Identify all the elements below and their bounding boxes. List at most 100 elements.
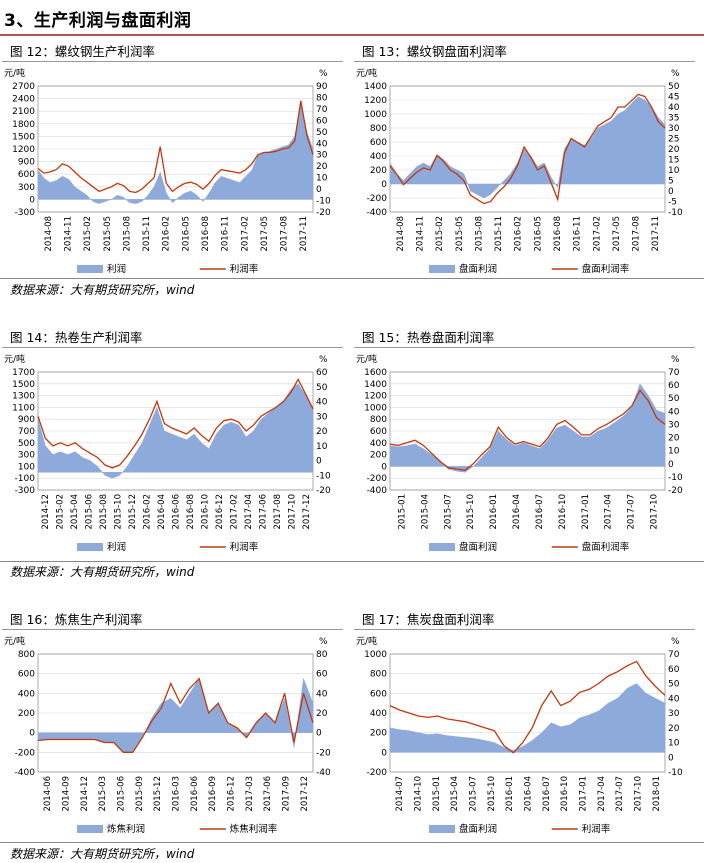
left-tick-label: 2400 <box>12 95 35 105</box>
chart-panel-fig16: 图 16：炼焦生产利润率 元/吨% 800 600 400 200 0 -200 -400 80… <box>2 610 343 842</box>
legend-label: 盘面利润率 <box>582 541 630 553</box>
right-tick-label: 10 <box>668 447 680 457</box>
x-tick-label: 2015-04 <box>450 776 460 812</box>
chart-panel-fig15: 图 15：热卷盘面利润率 元/吨% 1600 1400 1200 1000 800 600 4… <box>354 328 695 562</box>
series-line-盘面利润率 <box>389 93 666 205</box>
chart-panel-fig14: 图 14：热卷生产利润率 元/吨% 1700 1500 1300 1100 900 700 5… <box>2 328 343 562</box>
chart-svg-fig17: 元/吨 % 1000 800 600 400 200 0 -200 70 60 50 40 30 20 10 0… <box>356 635 683 835</box>
x-tick-label: 2015-11 <box>494 216 504 252</box>
chart-title: 图 15：热卷盘面利润率 <box>354 328 695 348</box>
x-tick-label: 2014-11 <box>63 216 73 252</box>
left-tick-label: 800 <box>18 650 35 660</box>
right-tick-label: 5 <box>668 177 674 187</box>
x-tick-label: 2017-02 <box>240 216 250 252</box>
x-tick-label: 2017-06 <box>263 776 273 812</box>
legend-label: 炼焦利润率 <box>230 823 278 835</box>
chart-svg-fig16: 元/吨 %8006004002000-200-400806040200-20-40… <box>4 635 331 835</box>
right-tick-label: -40 <box>316 768 331 778</box>
right-tick-label: 20 <box>668 145 680 155</box>
left-tick-label: -400 <box>367 208 388 218</box>
x-tick-label: 2015-02 <box>56 494 66 530</box>
right-tick-label: 30 <box>316 151 328 161</box>
right-unit-label: % <box>671 355 680 365</box>
left-tick-label: 0 <box>29 729 35 739</box>
x-tick-label: 2015-04 <box>420 494 430 530</box>
series-area-利润 <box>37 102 314 204</box>
right-tick-label: -10 <box>316 197 331 207</box>
right-tick-label: 60 <box>316 670 328 680</box>
series-line-利润率 <box>37 378 314 469</box>
series-area-炼焦利润 <box>37 677 314 753</box>
right-tick-label: -20 <box>668 486 683 496</box>
x-tick-label: 2014-12 <box>41 494 51 530</box>
left-tick-label: -400 <box>367 486 388 496</box>
right-tick-label: 25 <box>668 135 679 145</box>
left-tick-label: 900 <box>18 158 35 168</box>
legend-label: 利润 <box>107 541 126 553</box>
source-divider <box>0 561 704 562</box>
x-tick-label: 2015-11 <box>142 216 152 252</box>
x-tick-label: 2015-07 <box>469 776 479 812</box>
x-tick-label: 2015-02 <box>435 216 445 252</box>
left-tick-label: 1400 <box>364 380 387 390</box>
x-tick-label: 2014-08 <box>44 216 54 252</box>
right-tick-label: 30 <box>668 124 680 134</box>
right-tick-label: 50 <box>316 128 328 138</box>
left-tick-label: 1500 <box>12 380 35 390</box>
right-unit-label: % <box>319 637 328 647</box>
x-tick-label: 2015-10 <box>466 494 476 530</box>
x-tick-label: 2017-04 <box>597 776 607 812</box>
right-tick-label: 10 <box>316 174 328 184</box>
x-tick-label: 2016-11 <box>573 216 583 252</box>
right-tick-label: -10 <box>668 768 683 778</box>
x-tick-label: 2016-08 <box>553 216 563 252</box>
x-tick-label: 2015-06 <box>85 494 95 530</box>
x-tick-label: 2016-12 <box>227 776 237 812</box>
left-tick-label: 600 <box>18 670 35 680</box>
right-tick-label: 60 <box>316 368 328 378</box>
left-tick-label: -200 <box>367 474 388 484</box>
left-tick-label: 1400 <box>364 82 387 92</box>
x-tick-label: 2016-01 <box>505 776 515 812</box>
chart-svg-fig12: 元/吨 %2700240021001800150012009006003000-3… <box>4 67 331 275</box>
right-tick-label: -5 <box>668 198 677 208</box>
x-tick-label: 2017-08 <box>273 494 283 530</box>
left-tick-label: 700 <box>18 427 35 437</box>
chart-panel-fig12: 图 12：螺纹钢生产利润率 元/吨% 2700 2400 2100 1800 1500 12… <box>2 42 343 282</box>
left-tick-label: 1000 <box>364 650 387 660</box>
right-tick-label: 40 <box>668 407 680 417</box>
right-tick-label: 20 <box>316 162 328 172</box>
left-tick-label: 0 <box>381 748 387 758</box>
left-tick-label: 400 <box>18 689 35 699</box>
legend-label: 利润率 <box>582 823 611 835</box>
right-tick-label: 0 <box>316 729 322 739</box>
x-tick-label: 2016-07 <box>542 776 552 812</box>
x-tick-label: 2017-11 <box>299 216 309 252</box>
source-divider <box>0 842 704 843</box>
x-tick-label: 2016-05 <box>181 216 191 252</box>
legend-swatch-area <box>429 265 456 273</box>
x-tick-label: 2017-10 <box>634 776 644 812</box>
series-line-盘面利润率 <box>389 389 666 471</box>
legend-label: 盘面利润 <box>459 541 497 553</box>
right-tick-label: 0 <box>316 457 322 467</box>
chart-title: 图 16：炼焦生产利润率 <box>2 610 343 630</box>
x-tick-label: 2016-06 <box>172 494 182 530</box>
chart-panel-fig17: 图 17：焦炭盘面利润率 元/吨% 1000 800 600 400 200 0 -200 70… <box>354 610 695 842</box>
legend-label: 炼焦利润 <box>107 823 145 835</box>
x-tick-label: 2014-12 <box>80 776 90 812</box>
right-tick-label: -20 <box>316 486 331 496</box>
x-tick-label: 2016-04 <box>524 776 534 812</box>
x-tick-label: 2017-02 <box>229 494 239 530</box>
legend-swatch-area <box>429 825 456 833</box>
left-tick-label: 1200 <box>12 145 35 155</box>
x-tick-label: 2017-10 <box>287 494 297 530</box>
x-tick-label: 2017-12 <box>302 494 312 530</box>
x-tick-label: 2014-10 <box>414 776 424 812</box>
right-tick-label: 40 <box>668 694 680 704</box>
x-tick-label: 2015-05 <box>455 216 465 252</box>
left-tick-label: 0 <box>29 195 35 205</box>
right-tick-label: 70 <box>668 650 680 660</box>
x-tick-label: 2016-08 <box>186 494 196 530</box>
x-tick-label: 2016-12 <box>215 494 225 530</box>
